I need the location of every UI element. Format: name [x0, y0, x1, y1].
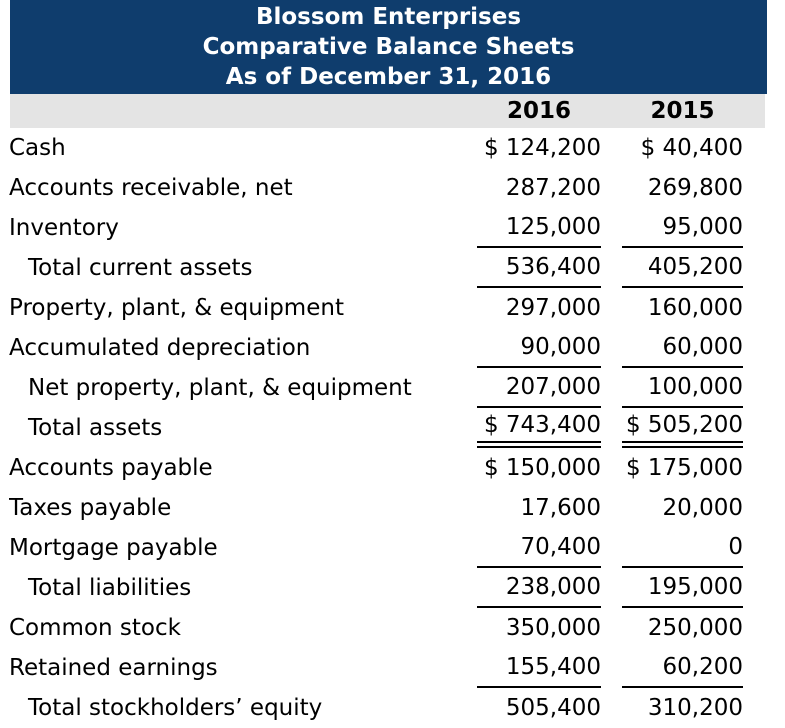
column-gap [601, 368, 622, 408]
value-2015: 250,000 [647, 615, 743, 641]
row-label: Common stock [9, 615, 181, 641]
value-2016: 70,400 [477, 528, 601, 568]
column-gap [601, 528, 622, 568]
row-label: Taxes payable [9, 495, 172, 521]
value-2015: 195,000 [622, 568, 743, 608]
table-row-total-stockholders-equity: Total stockholders’ equity 505,400 310,2… [0, 688, 785, 728]
table-row-accounts-receivable: Accounts receivable, net 287,200 269,800 [0, 168, 785, 208]
row-label: Total stockholders’ equity [28, 695, 323, 721]
value-2016: 17,600 [520, 495, 601, 521]
column-gap [601, 488, 622, 528]
column-gap [601, 128, 622, 168]
table-row-total-current-assets: Total current assets 536,400 405,200 [0, 248, 785, 288]
row-label: Net property, plant, & equipment [28, 375, 412, 401]
column-header-2015: 2015 [650, 98, 715, 124]
row-label: Inventory [9, 215, 119, 241]
value-2015: 100,000 [622, 368, 743, 408]
table-row-inventory: Inventory 125,000 95,000 [0, 208, 785, 248]
column-gap [601, 688, 622, 728]
table-row-mortgage-payable: Mortgage payable 70,400 0 [0, 528, 785, 568]
value-2016: 297,000 [505, 295, 601, 321]
table-body: Cash $ 124,200 $ 40,400 Accounts receiva… [0, 128, 785, 728]
column-header-row: 2016 2015 [10, 94, 765, 128]
column-gap [601, 168, 622, 208]
value-2016: 125,000 [477, 208, 601, 248]
table-row-taxes-payable: Taxes payable 17,600 20,000 [0, 488, 785, 528]
table-row-common-stock: Common stock 350,000 250,000 [0, 608, 785, 648]
column-gap [601, 328, 622, 368]
column-header-2016: 2016 [506, 98, 571, 124]
report-date: As of December 31, 2016 [225, 64, 552, 90]
value-2015: 0 [622, 528, 743, 568]
company-name: Blossom Enterprises [255, 4, 522, 30]
row-label: Total current assets [28, 255, 253, 281]
row-label: Accumulated depreciation [9, 335, 311, 361]
value-2016: 90,000 [477, 328, 601, 368]
row-label: Retained earnings [9, 655, 218, 681]
value-2015: 60,200 [622, 648, 743, 688]
row-label: Property, plant, & equipment [9, 295, 344, 321]
column-gap [601, 248, 622, 288]
column-gap [601, 448, 622, 488]
table-row-accumulated-depreciation: Accumulated depreciation 90,000 60,000 [0, 328, 785, 368]
row-label: Cash [9, 135, 66, 161]
report-header: Blossom Enterprises Comparative Balance … [10, 0, 767, 94]
value-2016: $ 124,200 [483, 135, 601, 161]
column-gap [601, 648, 622, 688]
value-2016: 505,400 [505, 695, 601, 721]
value-2015: 160,000 [647, 295, 743, 321]
table-row-property-plant-equipment: Property, plant, & equipment 297,000 160… [0, 288, 785, 328]
column-gap [601, 608, 622, 648]
row-label: Total assets [28, 415, 163, 441]
value-2016: $ 150,000 [483, 455, 601, 481]
value-2016: 350,000 [505, 615, 601, 641]
column-gap [601, 568, 622, 608]
table-row-accounts-payable: Accounts payable $ 150,000 $ 175,000 [0, 448, 785, 488]
table-row-net-property-plant-equipment: Net property, plant, & equipment 207,000… [0, 368, 785, 408]
report-title: Comparative Balance Sheets [202, 34, 575, 60]
row-label: Accounts receivable, net [9, 175, 293, 201]
table-row-total-liabilities: Total liabilities 238,000 195,000 [0, 568, 785, 608]
row-label: Accounts payable [9, 455, 213, 481]
value-2016: 536,400 [477, 248, 601, 288]
value-2015: $ 40,400 [640, 135, 743, 161]
value-2016: 207,000 [477, 368, 601, 408]
value-2015: 20,000 [662, 495, 743, 521]
value-2015: $ 505,200 [622, 408, 743, 448]
table-row-total-assets: Total assets $ 743,400 $ 505,200 [0, 408, 785, 448]
value-2016: 155,400 [477, 648, 601, 688]
column-gap [601, 288, 622, 328]
value-2015: 60,000 [622, 328, 743, 368]
value-2016: 287,200 [505, 175, 601, 201]
column-gap [601, 408, 622, 448]
row-label: Mortgage payable [9, 535, 218, 561]
value-2015: 405,200 [622, 248, 743, 288]
value-2015: 310,200 [647, 695, 743, 721]
table-row-retained-earnings: Retained earnings 155,400 60,200 [0, 648, 785, 688]
value-2015: $ 175,000 [625, 455, 743, 481]
value-2016: $ 743,400 [477, 408, 601, 448]
value-2016: 238,000 [477, 568, 601, 608]
column-gap [601, 208, 622, 248]
value-2015: 95,000 [622, 208, 743, 248]
table-row-cash: Cash $ 124,200 $ 40,400 [0, 128, 785, 168]
value-2015: 269,800 [647, 175, 743, 201]
row-label: Total liabilities [28, 575, 192, 601]
